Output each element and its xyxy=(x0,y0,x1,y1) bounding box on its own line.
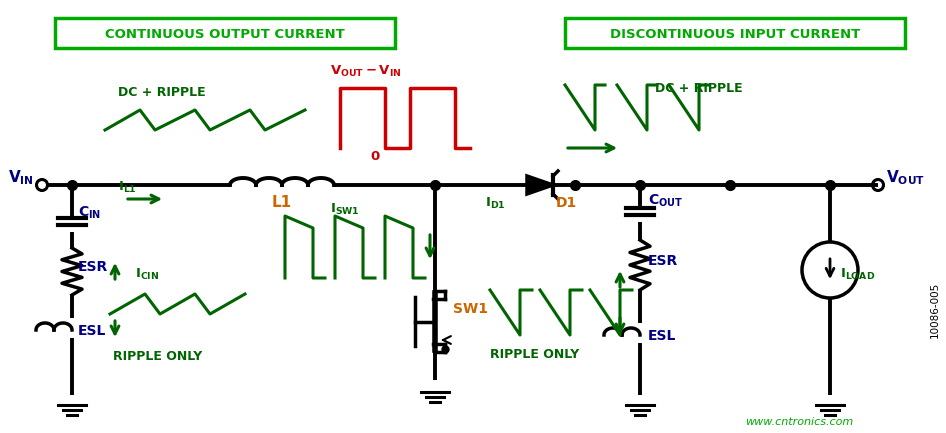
Text: $\mathbf{I_{L1}}$: $\mathbf{I_{L1}}$ xyxy=(118,180,137,195)
Text: $\mathbf{V_{OUT}}$: $\mathbf{V_{OUT}}$ xyxy=(886,168,925,187)
Text: $\mathbf{I_{SW1}}$: $\mathbf{I_{SW1}}$ xyxy=(330,202,359,217)
Text: ESR: ESR xyxy=(648,254,678,268)
Text: www.cntronics.com: www.cntronics.com xyxy=(745,417,853,427)
Text: D1: D1 xyxy=(556,196,577,210)
Text: RIPPLE ONLY: RIPPLE ONLY xyxy=(113,350,202,363)
Text: 10086-005: 10086-005 xyxy=(930,282,940,338)
Text: L1: L1 xyxy=(272,195,292,210)
Text: $\mathbf{V_{OUT} - V_{IN}}$: $\mathbf{V_{OUT} - V_{IN}}$ xyxy=(330,64,401,79)
Text: ESL: ESL xyxy=(648,329,676,343)
Text: $\mathbf{I_{D1}}$: $\mathbf{I_{D1}}$ xyxy=(485,196,505,211)
Text: $\mathbf{C_{OUT}}$: $\mathbf{C_{OUT}}$ xyxy=(648,193,683,210)
Text: DISCONTINUOUS INPUT CURRENT: DISCONTINUOUS INPUT CURRENT xyxy=(610,29,860,42)
Text: $\mathbf{C_{IN}}$: $\mathbf{C_{IN}}$ xyxy=(78,205,101,221)
FancyBboxPatch shape xyxy=(55,18,395,48)
Text: 0: 0 xyxy=(370,150,379,163)
Text: ESL: ESL xyxy=(78,324,106,338)
Text: $\mathbf{V_{IN}}$: $\mathbf{V_{IN}}$ xyxy=(8,168,34,187)
Text: CONTINUOUS OUTPUT CURRENT: CONTINUOUS OUTPUT CURRENT xyxy=(105,29,345,42)
Text: SW1: SW1 xyxy=(453,302,488,316)
Text: $\mathbf{I_{LOAD}}$: $\mathbf{I_{LOAD}}$ xyxy=(840,267,875,282)
FancyBboxPatch shape xyxy=(565,18,905,48)
Text: RIPPLE ONLY: RIPPLE ONLY xyxy=(490,348,579,361)
Text: DC + RIPPLE: DC + RIPPLE xyxy=(655,82,743,95)
Text: $\mathbf{I_{CIN}}$: $\mathbf{I_{CIN}}$ xyxy=(135,267,159,282)
Text: DC + RIPPLE: DC + RIPPLE xyxy=(118,86,205,99)
Text: ESR: ESR xyxy=(78,260,108,274)
Polygon shape xyxy=(527,176,553,194)
